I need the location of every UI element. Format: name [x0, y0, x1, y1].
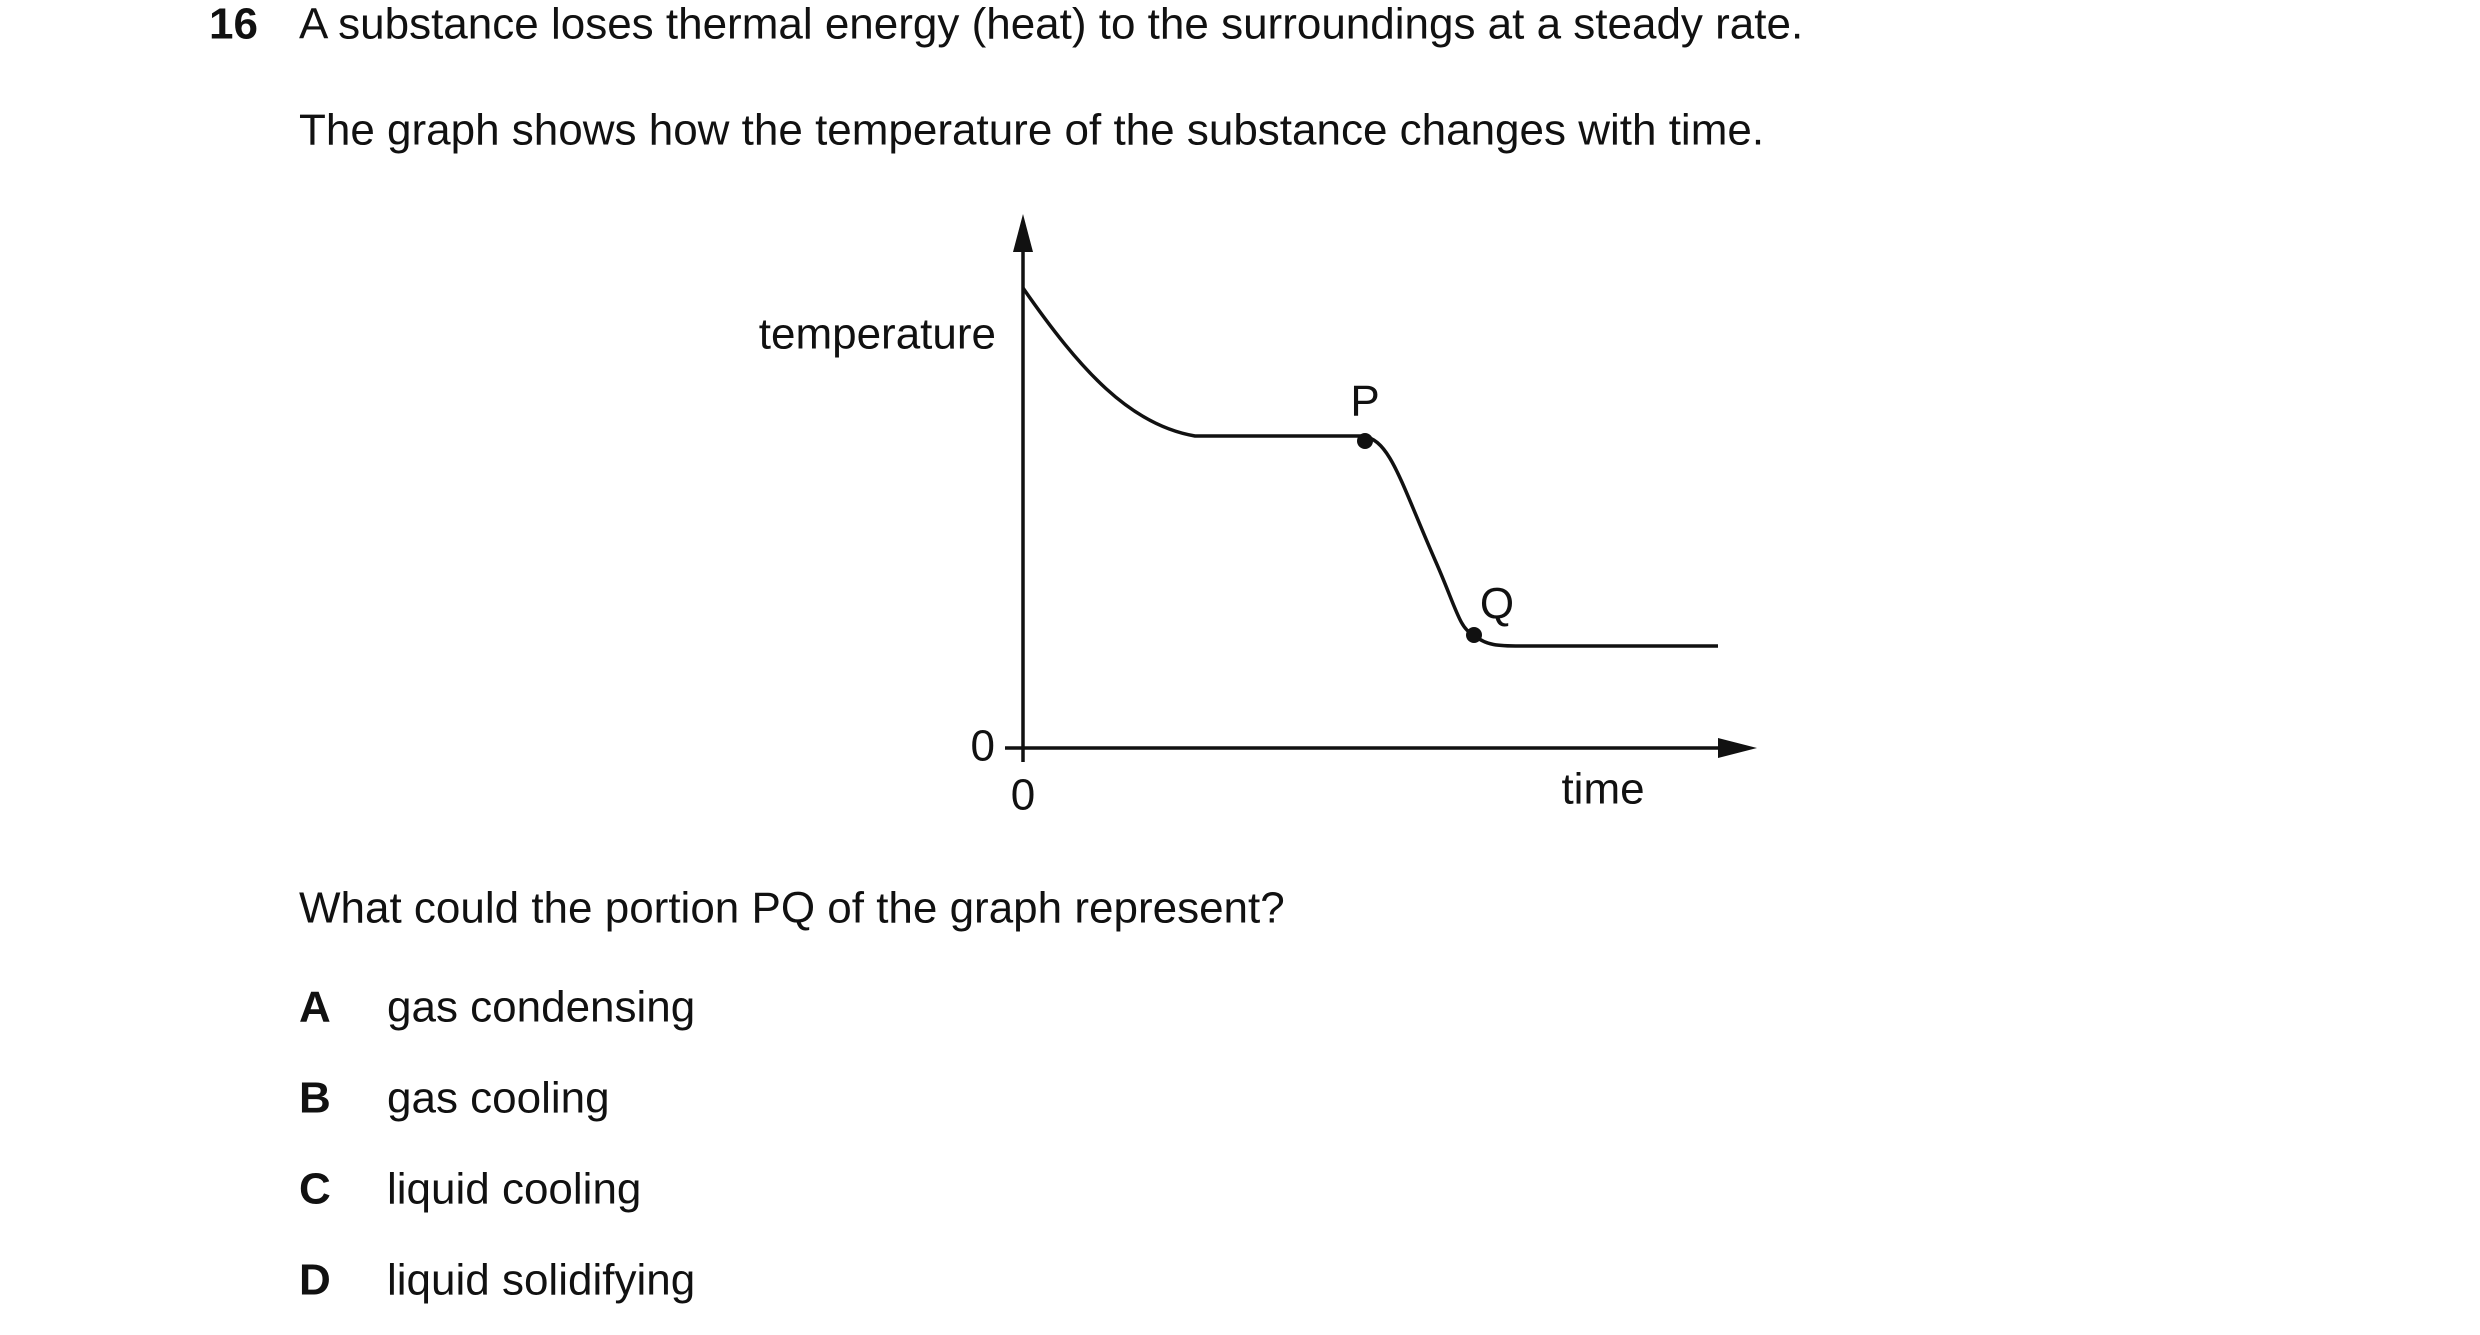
option-letter: D: [299, 1256, 331, 1305]
option-text: gas condensing: [387, 983, 695, 1032]
point-q: [1466, 627, 1482, 643]
graph: [1005, 214, 1757, 762]
point-label: Q: [1480, 580, 1514, 629]
question-text: A substance loses thermal energy (heat) …: [299, 0, 1803, 49]
y-label: temperature: [759, 310, 996, 359]
point-p: [1357, 433, 1373, 449]
option-text: liquid solidifying: [387, 1256, 695, 1305]
option-letter: C: [299, 1165, 331, 1214]
curve: [1021, 287, 1718, 648]
y-origin-label: 0: [971, 722, 995, 771]
y-arrow: [1013, 214, 1033, 252]
question-text: The graph shows how the temperature of t…: [299, 106, 1764, 155]
x-arrow: [1718, 738, 1757, 758]
option-letter: A: [299, 983, 331, 1032]
x-origin-label: 0: [1011, 771, 1035, 820]
option-text: gas cooling: [387, 1074, 610, 1123]
point-label: P: [1350, 377, 1379, 426]
option-letter: B: [299, 1074, 331, 1123]
question-number: 16: [209, 0, 258, 49]
option-text: liquid cooling: [387, 1165, 641, 1214]
prompt: What could the portion PQ of the graph r…: [299, 884, 1285, 933]
x-label: time: [1561, 765, 1644, 814]
